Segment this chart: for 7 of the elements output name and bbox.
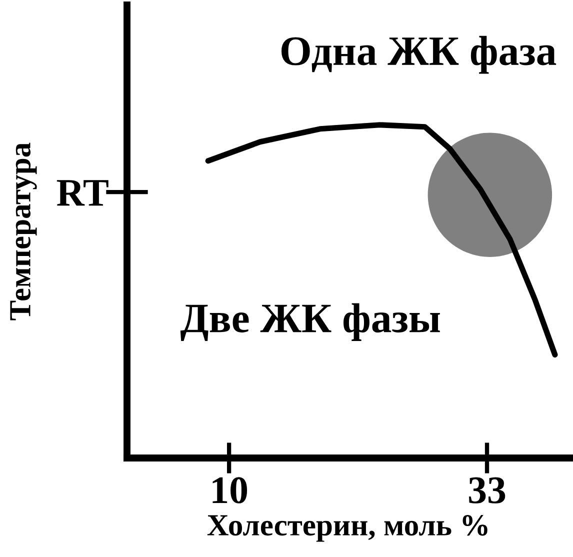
x-axis-title: Холестерин, моль % (207, 514, 488, 542)
text: RT (56, 180, 108, 206)
annotation: Две ЖК фазы (180, 303, 440, 342)
x-tick-label: 10 (212, 477, 248, 504)
x-tick-label: 33 (469, 477, 506, 504)
y-axis-title: Температура (10, 142, 37, 320)
text: Одна ЖК фаза (282, 36, 556, 74)
